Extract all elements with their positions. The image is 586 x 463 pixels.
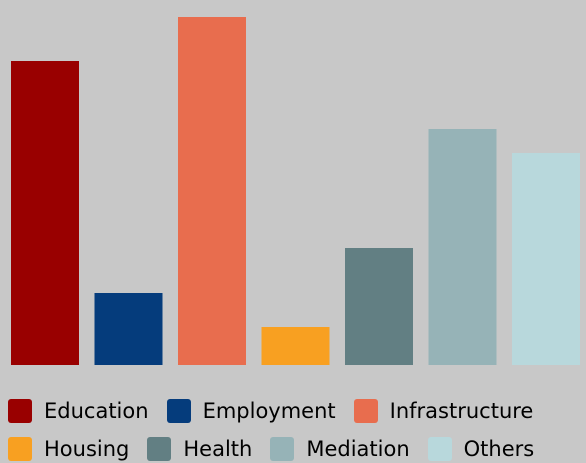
legend-row-2: Housing Health Mediation Others (8, 437, 552, 461)
legend-item-others: Others (427, 437, 535, 461)
legend-swatch-mediation (270, 437, 295, 461)
bar-employment (94, 293, 163, 365)
legend-item-mediation: Mediation (270, 437, 410, 461)
legend-swatch-health (147, 437, 172, 461)
bar-housing (261, 327, 330, 365)
bar-chart-plot (11, 17, 580, 365)
bar-infrastructure (178, 17, 246, 365)
legend-label-employment: Employment (202, 399, 336, 423)
legend-label-others: Others (463, 437, 535, 461)
legend-item-health: Health (147, 437, 252, 461)
legend-label-infrastructure: Infrastructure (389, 399, 534, 423)
legend-swatch-infrastructure (353, 399, 378, 423)
bar-others (512, 153, 580, 365)
legend-item-employment: Employment (166, 399, 336, 423)
legend-item-infrastructure: Infrastructure (353, 399, 534, 423)
legend-swatch-education (8, 399, 32, 423)
legend-label-health: Health (183, 437, 253, 461)
legend-swatch-others (427, 437, 452, 461)
legend-row-1: Education Employment Infrastructure (8, 399, 551, 423)
legend-item-housing: Housing (8, 437, 129, 461)
bar-mediation (428, 129, 497, 365)
legend-label-education: Education (44, 399, 149, 423)
legend-swatch-employment (166, 399, 191, 423)
bar-education (11, 61, 79, 365)
legend-swatch-housing (8, 437, 32, 461)
bar-health (345, 248, 413, 365)
legend-label-housing: Housing (44, 437, 130, 461)
legend-label-mediation: Mediation (306, 437, 410, 461)
legend-item-education: Education (8, 399, 149, 423)
